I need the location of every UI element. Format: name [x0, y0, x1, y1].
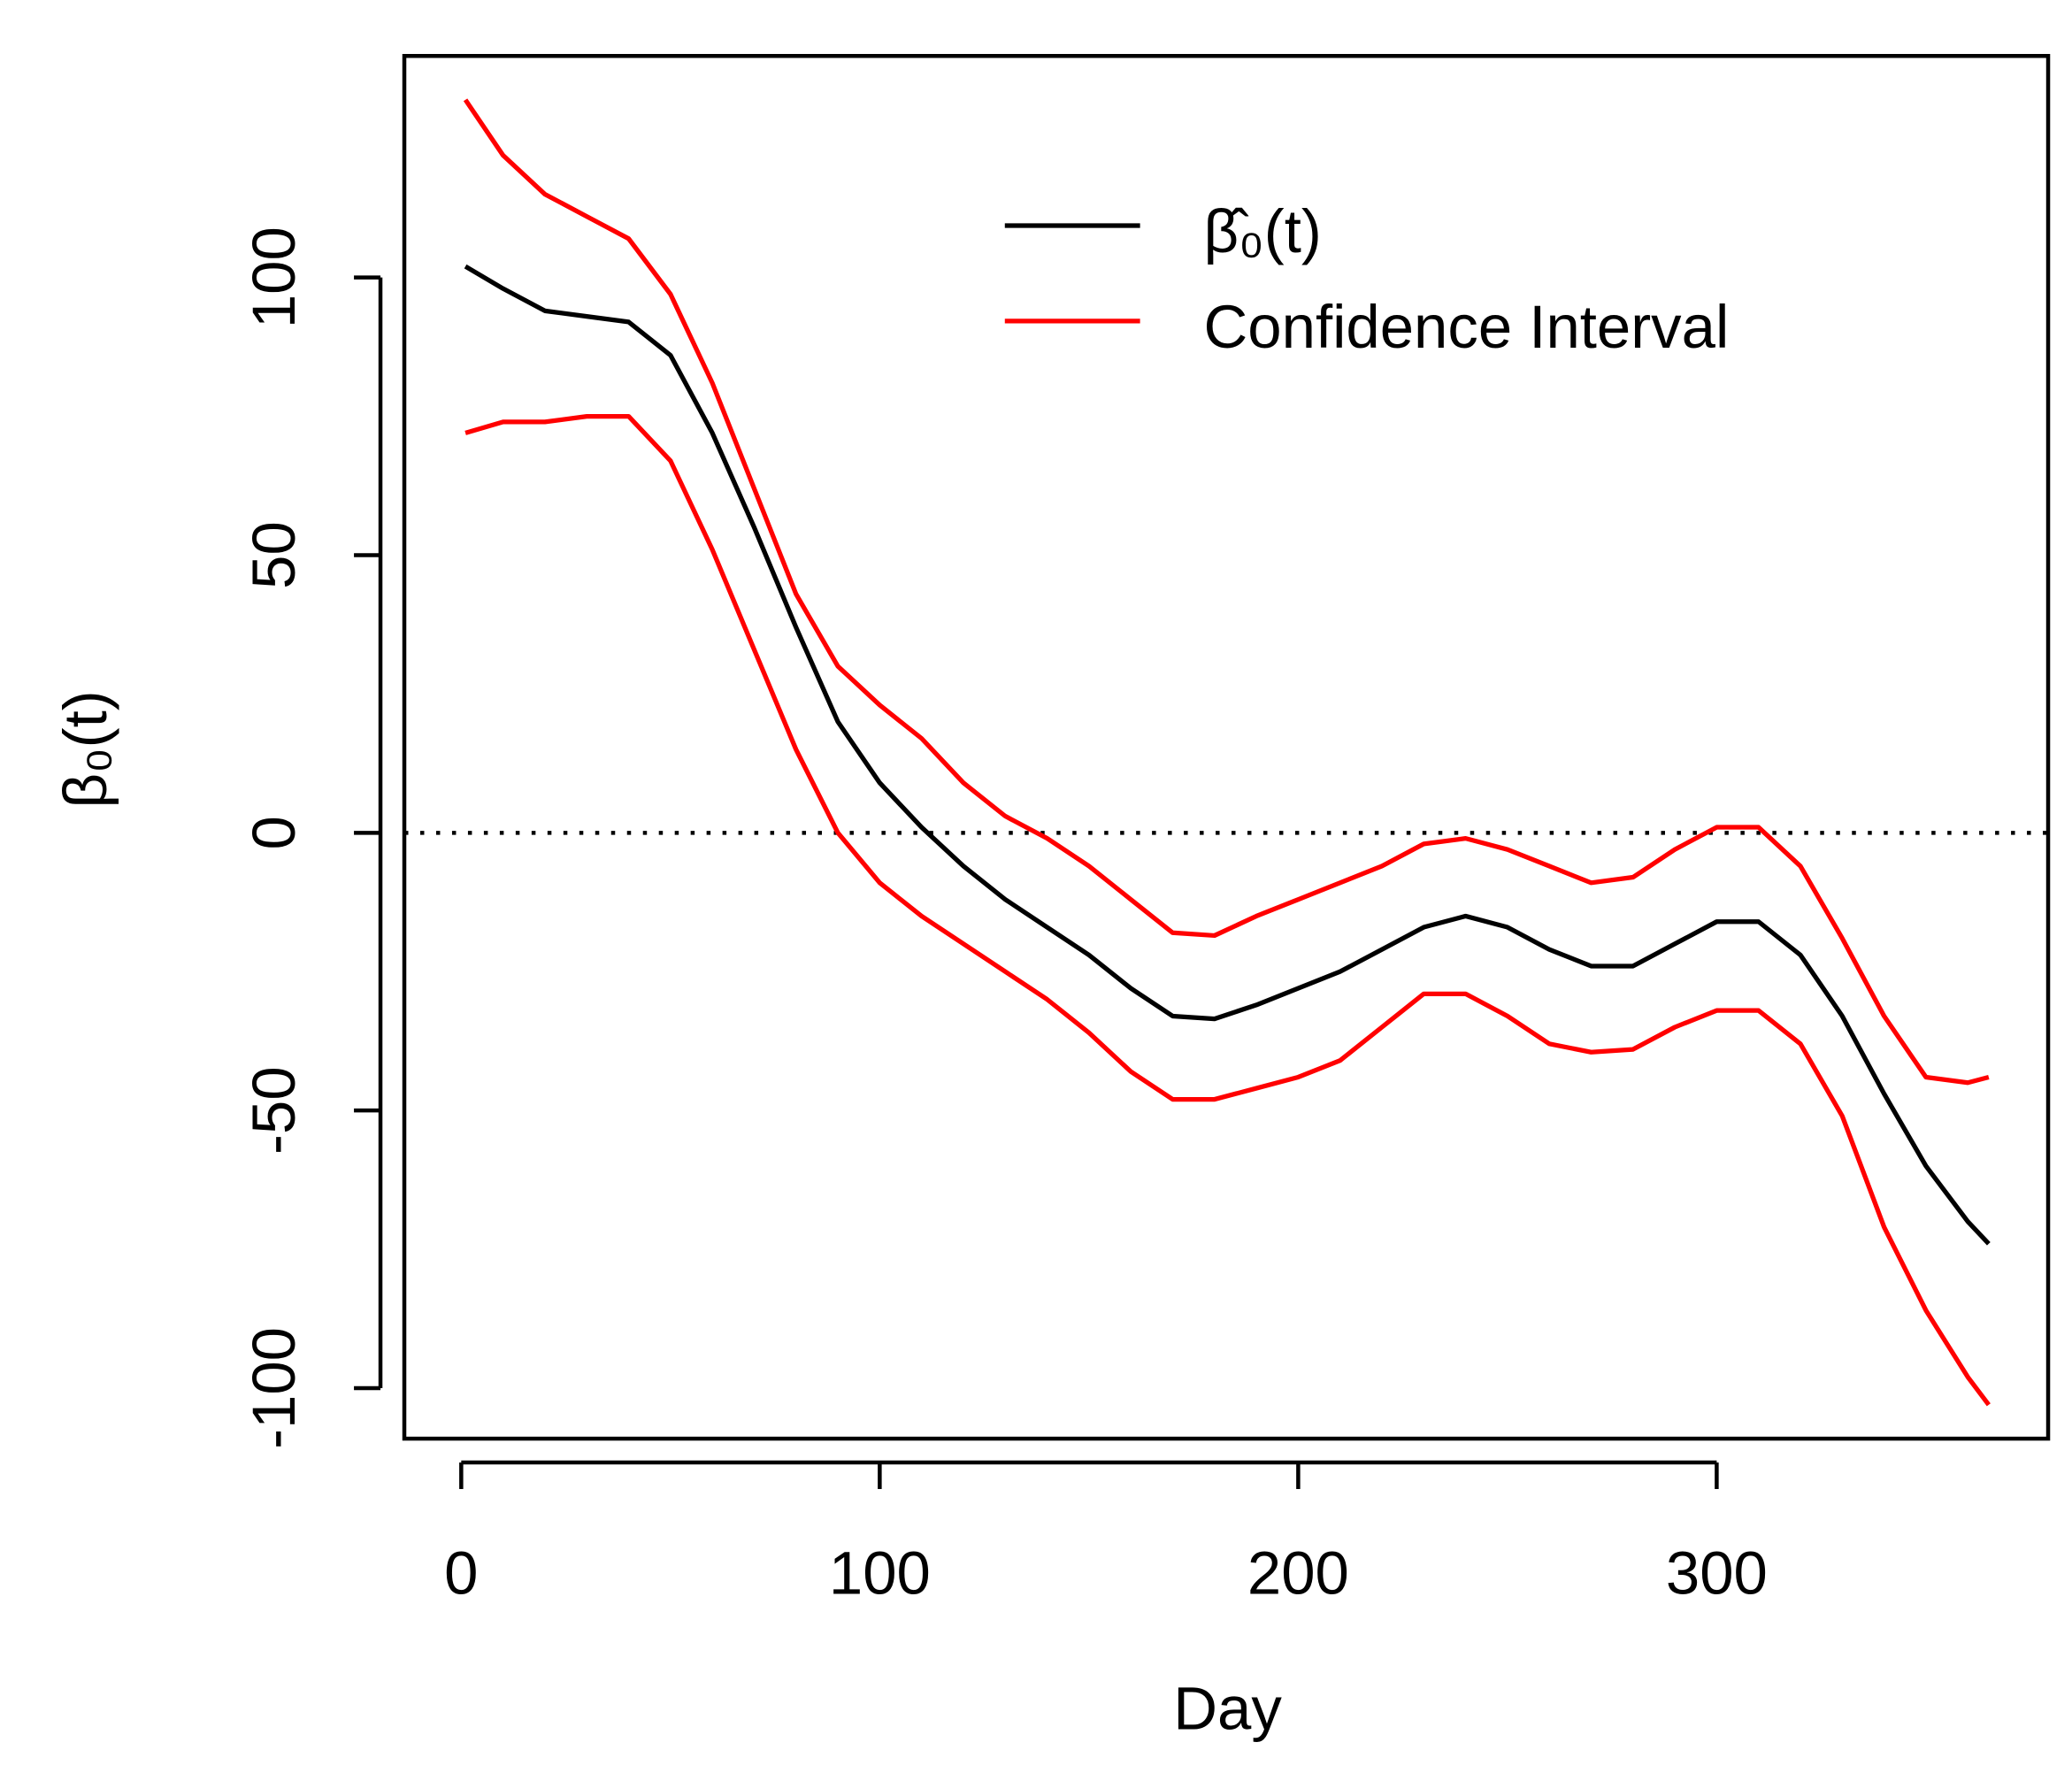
x-tick-label: 200	[1247, 1539, 1349, 1608]
data-line	[464, 413, 1991, 1407]
x-tick-label: 100	[829, 1539, 931, 1608]
y-tick-label: -50	[240, 1066, 308, 1155]
data-line	[464, 264, 1991, 1246]
x-axis-label: Day	[1173, 1674, 1282, 1742]
y-tick-label: 100	[240, 226, 308, 328]
x-tick-label: 0	[444, 1539, 478, 1608]
plot-frame	[402, 54, 2051, 1441]
data-line	[463, 98, 1990, 1086]
legend-label: β̂₀(t)	[1204, 197, 1322, 265]
y-axis-label: β₀(t)	[51, 690, 119, 808]
legend-label: Confidence Interval	[1204, 293, 1730, 361]
y-tick-label: -100	[240, 1327, 308, 1449]
x-tick-label: 300	[1666, 1539, 1768, 1608]
y-tick-label: 50	[240, 521, 308, 589]
y-tick-label: 0	[240, 816, 308, 849]
